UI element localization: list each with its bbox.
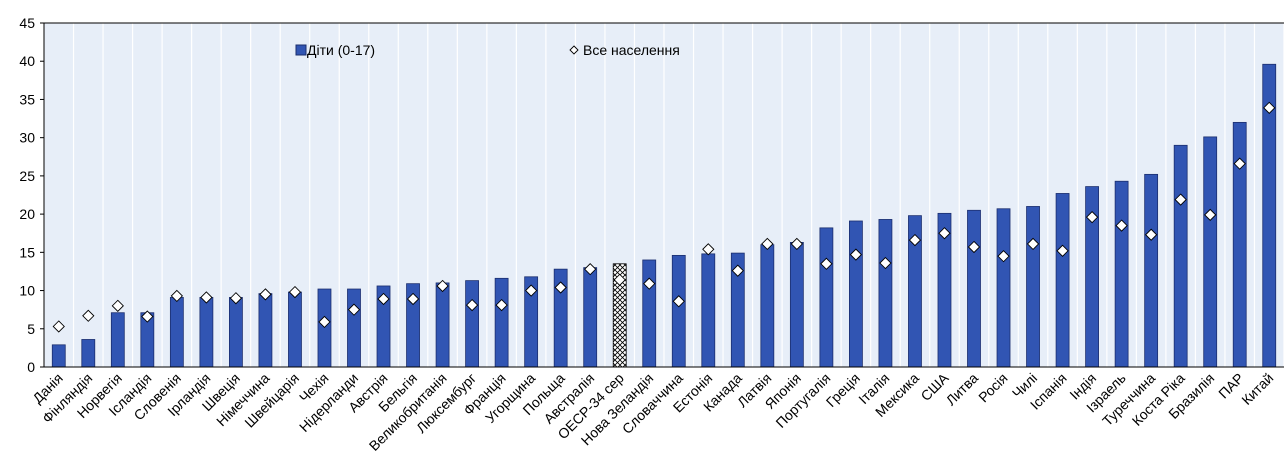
marker-7 (229, 292, 243, 305)
marker-21 (643, 277, 656, 290)
y-tick-label: 10 (19, 283, 35, 299)
marker-16 (495, 298, 508, 312)
marker-25 (761, 237, 774, 251)
marker-6 (200, 291, 213, 304)
bar-16 (494, 277, 509, 368)
marker-38 (1145, 228, 1158, 241)
legend: Діти (0-17) Все населення (295, 42, 680, 58)
marker-33 (997, 250, 1010, 263)
category-label: Росія (975, 370, 1010, 405)
marker-30 (908, 233, 922, 247)
marker-32 (967, 240, 981, 254)
y-tick-label: 0 (27, 359, 35, 375)
category-label: Китай (1238, 370, 1276, 408)
legend-bar-swatch (295, 44, 307, 56)
bar-22 (671, 254, 686, 368)
marker-35 (1056, 244, 1069, 257)
marker-36 (1085, 211, 1099, 224)
axes (40, 22, 1284, 368)
marker-18 (554, 281, 567, 294)
marker-3 (111, 299, 124, 312)
bar-9 (288, 291, 302, 368)
bar-11 (347, 288, 361, 368)
marker-28 (849, 248, 863, 261)
marker-4 (141, 310, 154, 323)
bar-23 (701, 253, 716, 368)
bar-38 (1144, 173, 1159, 368)
bar-39 (1173, 144, 1188, 368)
marker-15 (465, 298, 479, 312)
marker-27 (820, 257, 833, 270)
marker-14 (436, 279, 449, 293)
category-label: Греція (823, 370, 863, 410)
legend-diamond-swatch (569, 45, 579, 55)
marker-26 (790, 237, 803, 251)
marker-22 (672, 295, 685, 308)
bar-35 (1055, 193, 1070, 368)
marker-31 (938, 227, 951, 240)
bar-15 (465, 280, 479, 368)
bar-37 (1114, 180, 1129, 368)
marker-9 (288, 285, 302, 299)
bar-32 (967, 209, 981, 368)
y-tick-label: 40 (19, 53, 35, 69)
marker-23 (702, 243, 715, 256)
marker-11 (347, 303, 361, 316)
marker-24 (731, 264, 744, 277)
bar-7 (229, 297, 243, 368)
bar-2 (81, 339, 96, 368)
y-tick-label: 30 (19, 130, 35, 146)
bar-34 (1026, 206, 1040, 368)
marker-40 (1204, 208, 1217, 222)
marker-20 (613, 273, 626, 286)
marker-34 (1026, 237, 1040, 251)
bar-33 (996, 208, 1011, 368)
marker-29 (879, 256, 892, 270)
marker-1 (52, 320, 65, 333)
y-tick-labels: 0 5 10 15 20 25 30 35 40 45 (19, 15, 35, 375)
bar-14 (435, 282, 450, 368)
y-tick-label: 20 (19, 206, 35, 222)
y-tick-label: 15 (19, 244, 35, 260)
y-tick-label: 5 (27, 321, 35, 337)
legend-bar-label: Діти (0-17) (307, 42, 375, 58)
marker-42 (1263, 101, 1276, 114)
markers (52, 101, 1276, 333)
bar-21 (642, 259, 657, 368)
bar-8 (258, 293, 273, 368)
y-tick-label: 25 (19, 168, 35, 184)
bar-29 (878, 219, 893, 368)
bar-6 (199, 297, 214, 368)
bar-27 (819, 227, 834, 368)
bar-40 (1203, 136, 1218, 368)
marker-39 (1174, 193, 1187, 206)
y-tick-label: 35 (19, 91, 35, 107)
bars (51, 63, 1277, 368)
marker-10 (318, 315, 331, 329)
y-tick-label: 45 (19, 15, 35, 31)
marker-13 (406, 292, 420, 306)
bar-1 (51, 344, 66, 368)
marker-19 (584, 263, 597, 276)
marker-2 (82, 309, 95, 322)
bar-28 (849, 220, 863, 368)
marker-37 (1115, 219, 1128, 232)
marker-5 (170, 289, 183, 303)
bar-26 (789, 241, 804, 368)
bar-19 (583, 267, 598, 368)
marker-8 (259, 288, 272, 301)
bar-5 (169, 297, 184, 368)
category-labels: ДаніяФінляндіяНорвегіяІсландіяСловеніяІр… (29, 369, 1276, 453)
bar-3 (110, 312, 125, 368)
category-label: Литва (943, 370, 982, 409)
bar-25 (760, 244, 775, 368)
marker-17 (525, 284, 538, 297)
marker-41 (1233, 157, 1246, 170)
marker-12 (377, 292, 390, 306)
gridlines (43, 23, 1285, 367)
legend-marker-label: Все населення (583, 42, 680, 58)
